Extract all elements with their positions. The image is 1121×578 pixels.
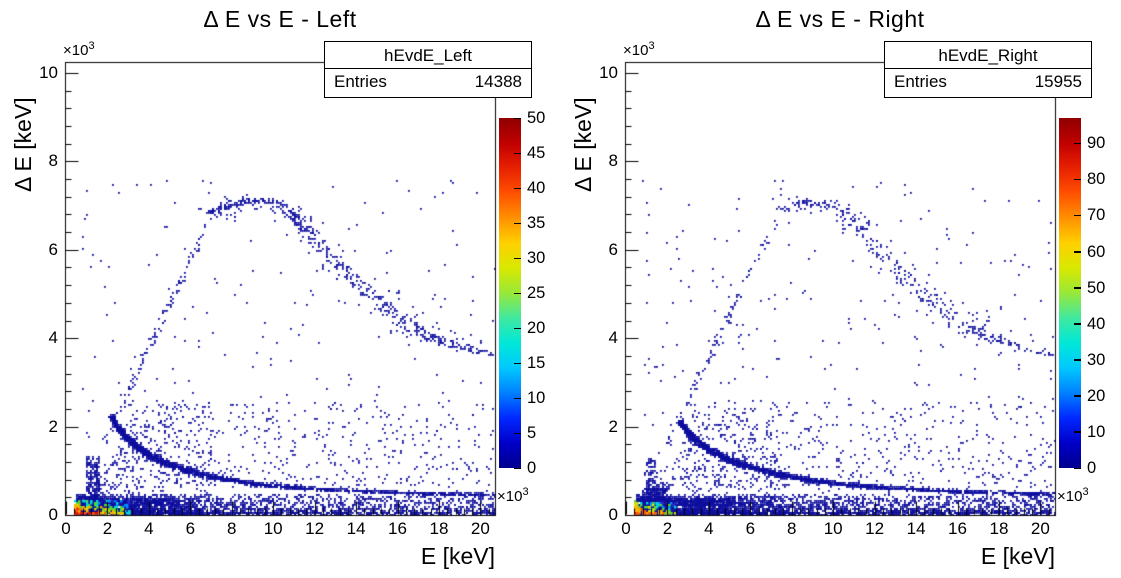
colorbar-tick-label: 20 [1087,386,1106,405]
colorbar-tick-label: 40 [527,179,546,197]
stats-box: hEvdE_Right Entries 15955 [884,41,1092,98]
y-tick-label: 4 [608,328,618,348]
colorbar-tick-label: 50 [1087,278,1106,297]
colorbar-tick [1074,178,1081,181]
colorbar-tick [514,292,521,294]
colorbar-tick-label: 30 [1087,350,1106,369]
y-tick-label: 10 [599,63,618,82]
colorbar-tick-label: 45 [527,144,546,162]
x-tick-label: 2 [662,519,673,538]
colorbar-tick [514,397,521,399]
y-axis-exponent: ×103 [623,40,655,59]
colorbar-tick [1074,395,1081,397]
y-tick-label: 2 [608,416,618,436]
colorbar-tick [1074,214,1081,217]
x-tick-label: 14 [346,519,366,538]
color-palette-bar [1059,118,1081,469]
colorbar-tick [514,327,521,329]
y-tick-label: 2 [48,416,58,436]
pad-right: Δ E vs E - Right Δ E [keV] E [keV] ×103 … [560,0,1121,578]
stats-entries-label: Entries [894,72,947,91]
y-axis-exponent: ×103 [63,40,95,59]
colorbar-tick-label: 10 [1087,422,1106,441]
colorbar-tick [514,222,521,224]
colorbar-tick-label: 40 [1087,314,1106,333]
x-tick-label: 18 [429,519,449,538]
colorbar-tick [1074,467,1081,469]
x-tick-label: 18 [989,519,1009,538]
colorbar-tick-label: 20 [527,319,546,337]
x-tick-label: 8 [787,519,797,538]
x-axis-title: E [keV] [980,543,1055,569]
x-tick-label: 8 [227,519,237,538]
colorbar-tick-label: 90 [1087,134,1106,153]
plot-title: Δ E vs E - Right [755,6,925,32]
x-tick-label: 12 [865,519,885,538]
x-tick-label: 4 [704,519,714,538]
colorbar-tick-label: 0 [1087,459,1097,477]
colorbar-tick [514,362,521,364]
x-tick-label: 12 [305,519,325,538]
colorbar-tick-label: 25 [527,284,546,302]
colorbar-tick-label: 30 [527,249,546,267]
x-tick-label: 6 [185,519,196,538]
colorbar-tick [1074,359,1081,361]
x-tick-label: 20 [470,519,490,538]
x-tick-label: 0 [61,519,71,538]
colorbar-tick [1074,287,1081,289]
x-tick-label: 0 [621,519,631,538]
y-axis-title: Δ E [keV] [570,97,596,192]
color-palette-bar [499,117,521,469]
pad-left: Δ E vs E - Left Δ E [keV] E [keV] ×103 ×… [0,0,561,578]
colorbar-tick-label: 80 [1087,170,1106,189]
colorbar-tick [514,467,521,469]
y-tick-label: 4 [48,328,58,348]
x-tick-label: 10 [263,519,283,538]
x-tick-label: 16 [948,519,967,538]
y-axis-title: Δ E [keV] [10,97,36,192]
stats-entries-value: 14388 [474,72,522,91]
colorbar-tick [1074,323,1081,325]
colorbar-tick-label: 60 [1087,242,1106,261]
colorbar-tick [514,117,521,119]
stats-histogram-name: hEvdE_Left [325,42,531,69]
x-tick-label: 16 [388,519,407,538]
y-tick-label: 0 [48,505,58,524]
x-tick-label: 10 [823,519,843,538]
x-axis-exponent: ×103 [1057,486,1089,505]
x-axis-exponent: ×103 [497,486,529,505]
colorbar-tick [514,187,521,189]
y-tick-label: 6 [608,239,618,259]
x-tick-label: 6 [745,519,756,538]
x-tick-label: 4 [144,519,154,538]
y-tick-label: 6 [48,239,58,259]
stats-box: hEvdE_Left Entries 14388 [324,41,532,98]
y-tick-label: 0 [608,505,618,524]
colorbar-tick [514,152,521,154]
x-tick-label: 20 [1030,519,1050,538]
colorbar-tick [514,432,521,434]
colorbar-tick-label: 35 [527,214,546,232]
colorbar-tick [1074,431,1081,433]
colorbar-tick [1074,251,1081,253]
x-tick-label: 2 [102,519,113,538]
colorbar-tick-label: 70 [1087,206,1106,225]
y-tick-label: 8 [608,151,618,171]
colorbar-tick [514,257,521,259]
x-axis-title: E [keV] [420,543,495,569]
stats-histogram-name: hEvdE_Right [885,42,1091,69]
plot-title: Δ E vs E - Left [203,6,357,32]
stats-entries-label: Entries [334,72,387,91]
y-tick-label: 8 [48,151,58,171]
colorbar-tick-label: 50 [527,109,546,127]
colorbar-tick-label: 10 [527,389,546,407]
colorbar-tick-label: 15 [527,354,546,372]
x-tick-label: 14 [906,519,926,538]
colorbar-tick [1074,142,1081,145]
colorbar-tick-label: 5 [527,424,537,442]
stats-entries-value: 15955 [1034,72,1082,91]
colorbar-tick-label: 0 [527,459,537,477]
y-tick-label: 10 [39,63,58,82]
